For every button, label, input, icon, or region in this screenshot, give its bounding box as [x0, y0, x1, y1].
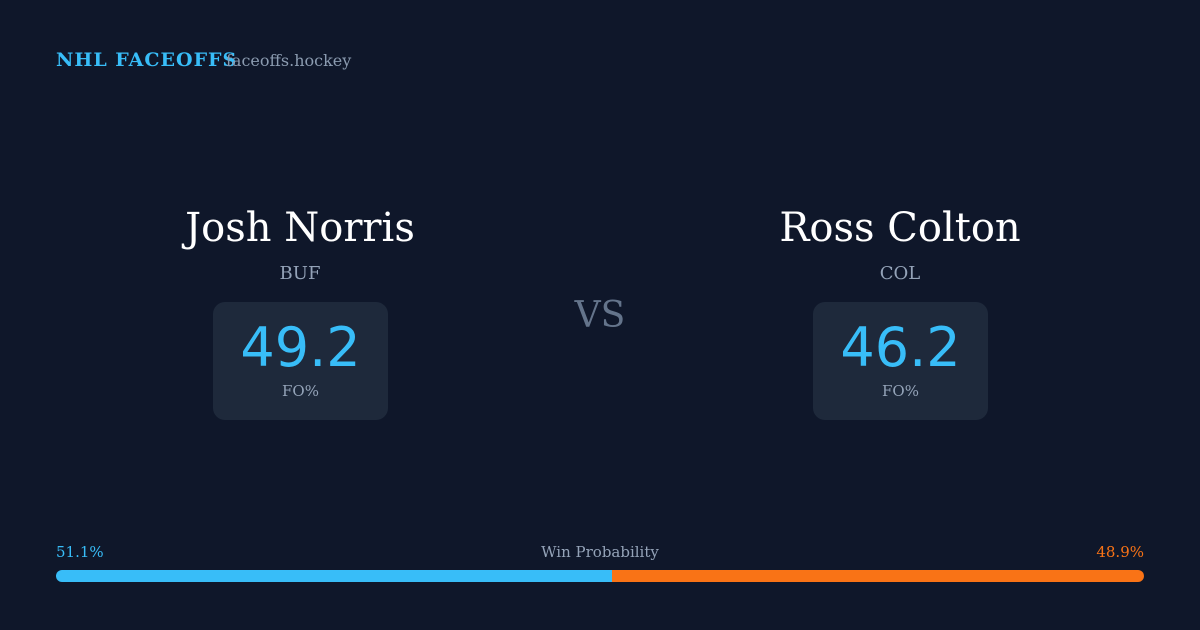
vs-label: VS [574, 295, 626, 336]
stat-box [813, 302, 988, 420]
site-name: faceoffs.hockey [226, 51, 352, 70]
player-name: Ross Colton [779, 205, 1021, 251]
probability-bar [56, 570, 1144, 582]
probability-value: 51.1% [56, 543, 104, 561]
team-code: COL [879, 263, 921, 284]
player-name: Josh Norris [185, 205, 415, 251]
probability-segment [611, 570, 1144, 582]
faceoff-pct: 46.2 [840, 316, 961, 379]
faceoff-pct: 49.2 [240, 316, 361, 379]
stat-box [213, 302, 388, 420]
brand-title: NHL FACEOFFS [56, 49, 238, 71]
stat-label: FO% [882, 382, 919, 400]
stat-label: FO% [282, 382, 319, 400]
probability-segment [56, 570, 612, 582]
team-code: BUF [279, 263, 321, 284]
probability-value: 48.9% [1096, 543, 1144, 561]
win-probability-label: Win Probability [541, 543, 659, 561]
